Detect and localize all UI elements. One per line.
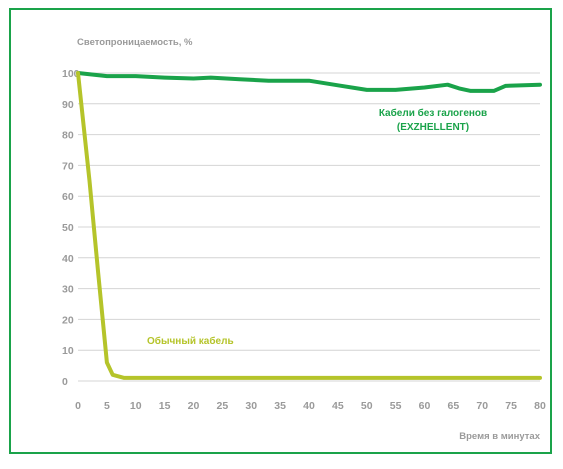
x-tick-45: 45 xyxy=(332,400,344,412)
x-tick-50: 50 xyxy=(361,400,373,412)
x-tick-10: 10 xyxy=(130,400,142,412)
y-tick-30: 30 xyxy=(62,284,74,296)
series-1-annotation-line-2: (EXZHELLENT) xyxy=(397,122,469,133)
x-tick-60: 60 xyxy=(419,400,431,412)
x-tick-55: 55 xyxy=(390,400,402,412)
series-2-annotation-line-1: Обычный кабель xyxy=(147,335,234,347)
x-tick-70: 70 xyxy=(476,400,488,412)
series-line-2 xyxy=(76,71,542,380)
y-tick-0: 0 xyxy=(62,376,68,388)
y-tick-60: 60 xyxy=(62,191,74,203)
x-tick-40: 40 xyxy=(303,400,315,412)
y-tick-40: 40 xyxy=(62,253,74,265)
chart-frame xyxy=(9,8,552,454)
x-tick-20: 20 xyxy=(188,400,200,412)
x-tick-5: 5 xyxy=(104,400,110,412)
x-tick-25: 25 xyxy=(217,400,229,412)
x-tick-labels: 0 5 10 15 20 25 30 35 40 45 50 55 60 65 70 75 80 xyxy=(75,400,546,412)
grid-lines xyxy=(78,72,540,382)
series-annotations: Кабели без галогенов (EXZHELLENT) Обычный … xyxy=(147,107,487,347)
x-tick-35: 35 xyxy=(274,400,286,412)
series-lines xyxy=(76,71,542,380)
y-axis-label: Светопроницаемость, % xyxy=(77,37,193,48)
x-tick-15: 15 xyxy=(159,400,171,412)
y-tick-90: 90 xyxy=(62,99,74,111)
y-tick-20: 20 xyxy=(62,314,74,326)
y-tick-50: 50 xyxy=(62,222,74,234)
x-tick-75: 75 xyxy=(505,400,517,412)
y-tick-labels: 0 10 20 30 40 50 60 70 80 90 100 xyxy=(62,68,80,388)
x-tick-0: 0 xyxy=(75,400,81,412)
y-tick-10: 10 xyxy=(62,345,74,357)
x-tick-80: 80 xyxy=(534,400,546,412)
y-tick-100: 100 xyxy=(62,68,80,80)
x-axis-label: Время в минутах xyxy=(459,431,540,442)
x-tick-65: 65 xyxy=(448,400,460,412)
series-1-annotation-line-1: Кабели без галогенов xyxy=(379,107,487,119)
series-line-1 xyxy=(76,71,542,93)
x-tick-30: 30 xyxy=(245,400,257,412)
y-tick-80: 80 xyxy=(62,130,74,142)
y-tick-70: 70 xyxy=(62,160,74,172)
